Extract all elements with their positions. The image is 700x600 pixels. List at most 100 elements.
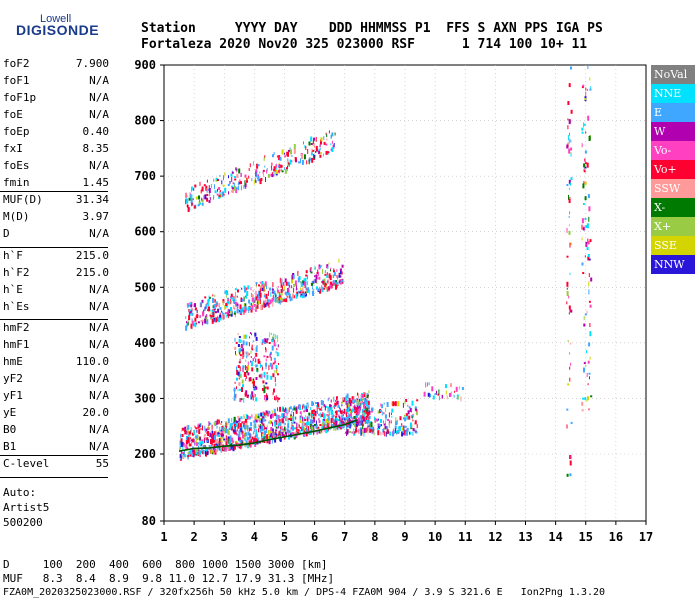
echo-point (581, 143, 583, 148)
echo-point (338, 425, 341, 429)
echo-point (376, 418, 378, 422)
echo-point (361, 429, 364, 433)
echo-point (287, 151, 289, 157)
echo-point (253, 438, 256, 440)
echo-point (238, 431, 241, 435)
echo-point (361, 415, 364, 419)
echo-point (586, 373, 588, 377)
echo-point (356, 398, 359, 401)
echo-point (587, 383, 589, 386)
echo-point (187, 455, 190, 458)
echo-point (570, 342, 572, 345)
echo-point (261, 428, 264, 432)
echo-point (271, 410, 273, 415)
echo-point (208, 295, 210, 298)
echo-point (254, 332, 257, 337)
echo-point (227, 301, 230, 305)
echo-point (362, 422, 365, 424)
echo-point (239, 358, 241, 362)
echo-point (372, 429, 374, 433)
param-row: B0 N/A (3, 423, 109, 440)
echo-point (279, 421, 281, 426)
echo-point (220, 429, 222, 432)
echo-point (294, 157, 297, 161)
echo-point (307, 416, 309, 419)
echo-point (327, 151, 330, 154)
echo-point (328, 406, 331, 412)
echo-point (333, 270, 335, 273)
echo-point (240, 348, 242, 352)
echo-point (350, 416, 353, 419)
echo-point (237, 371, 240, 376)
echo-point (325, 428, 328, 434)
echo-point (241, 287, 243, 290)
echo-point (287, 149, 290, 152)
echo-point (353, 423, 355, 428)
echo-point (194, 322, 196, 327)
echo-point (332, 426, 334, 431)
echo-point (255, 434, 258, 438)
echo-point (230, 309, 233, 314)
echo-point (236, 168, 238, 171)
echo-point (370, 421, 373, 427)
echo-point (570, 147, 573, 151)
echo-point (343, 397, 345, 400)
echo-point (385, 417, 387, 421)
echo-point (213, 308, 216, 311)
echo-point (216, 425, 218, 429)
echo-point (215, 302, 217, 308)
echo-point (292, 416, 295, 422)
echo-point (584, 313, 587, 316)
echo-point (228, 444, 230, 449)
echo-point (255, 397, 258, 402)
echo-point (243, 296, 245, 302)
legend: NoVal NNE E W Vo- Vo+ SSW X- X+ SSE NNW (651, 65, 695, 274)
echo-point (566, 287, 568, 290)
panel-divider (0, 455, 108, 456)
echo-point (324, 404, 326, 407)
echo-point (233, 182, 235, 187)
echo-point (276, 298, 279, 303)
echo-point (235, 167, 237, 171)
echo-point (199, 423, 201, 428)
echo-point (210, 436, 213, 439)
echo-point (586, 310, 588, 314)
echo-point (227, 308, 229, 314)
legend-item: E (651, 103, 695, 122)
echo-point (362, 414, 364, 416)
echo-point (222, 311, 223, 316)
legend-item: NoVal (651, 65, 695, 84)
echo-point (201, 199, 204, 203)
echo-point (243, 309, 245, 315)
echo-point (246, 355, 248, 359)
echo-point (207, 448, 209, 452)
echo-point (208, 200, 211, 203)
param-value: 7.900 (75, 57, 109, 70)
echo-point (212, 312, 215, 318)
echo-point (568, 148, 571, 154)
echo-point (374, 417, 376, 423)
echo-point (365, 399, 368, 403)
echo-point (252, 340, 254, 343)
echo-point (228, 447, 231, 450)
echo-point (234, 307, 236, 310)
echo-point (337, 410, 340, 412)
echo-point (321, 406, 322, 411)
echo-point (216, 448, 219, 452)
echo-point (238, 181, 241, 185)
echo-point (364, 416, 367, 420)
echo-point (234, 337, 236, 342)
echo-point (304, 425, 306, 427)
echo-point (286, 417, 289, 422)
x-tick-label: 2 (191, 530, 198, 544)
echo-point (193, 449, 196, 455)
echo-point (201, 197, 203, 201)
echo-point (416, 424, 418, 429)
param-row: h`E N/A (3, 283, 109, 300)
echo-point (259, 363, 261, 368)
echo-point (310, 271, 313, 274)
legend-item: NNE (651, 84, 695, 103)
echo-point (340, 424, 342, 429)
echo-point (275, 344, 277, 347)
echo-point (244, 307, 247, 313)
